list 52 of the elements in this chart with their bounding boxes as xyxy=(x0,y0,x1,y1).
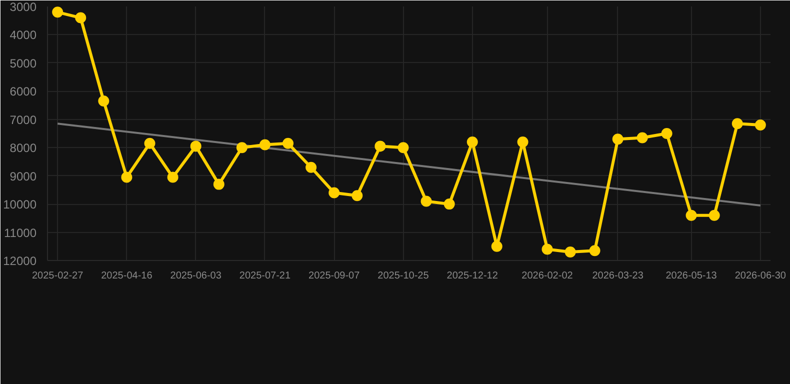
point xyxy=(75,12,86,24)
point xyxy=(282,138,294,149)
y-tick-label: 6000 xyxy=(10,84,37,99)
x-tick-label: 2025-07-21 xyxy=(239,270,291,282)
y-tick-label: 8000 xyxy=(10,141,37,156)
point xyxy=(190,140,202,152)
point xyxy=(754,120,766,131)
point xyxy=(589,245,600,256)
x-tick-label: 2026-06-30 xyxy=(734,270,786,282)
x-tick-label: 2025-02-27 xyxy=(32,270,84,282)
y-tick-label: 5000 xyxy=(10,56,37,70)
x-tick-label: 2026-02-02 xyxy=(522,270,574,282)
y-tick-label: 3000 xyxy=(10,0,37,14)
point xyxy=(491,240,502,252)
y-tick-label: 10000 xyxy=(3,198,37,212)
point xyxy=(636,132,648,144)
y-tick-label: 11000 xyxy=(4,226,37,240)
point xyxy=(661,128,672,139)
x-tick-label: 2025-10-25 xyxy=(378,270,430,282)
x-tick-label: 2025-12-12 xyxy=(446,270,498,282)
point xyxy=(398,142,409,154)
point xyxy=(52,6,64,18)
x-tick-label: 2026-03-23 xyxy=(592,270,644,282)
point xyxy=(236,142,248,154)
point xyxy=(167,172,178,183)
point xyxy=(542,244,553,255)
point xyxy=(328,187,340,198)
point xyxy=(144,138,156,149)
point xyxy=(213,178,224,190)
y-tick-label: 4000 xyxy=(10,28,37,42)
y-tick-label: 12000 xyxy=(3,254,37,268)
point xyxy=(306,162,317,173)
point xyxy=(444,198,455,210)
point xyxy=(420,196,432,207)
y-tick-label: 7000 xyxy=(10,112,37,127)
point xyxy=(732,118,743,130)
point xyxy=(259,139,270,150)
y-tick-label: 9000 xyxy=(10,169,37,184)
point xyxy=(466,136,478,148)
point xyxy=(352,190,363,202)
point xyxy=(564,246,576,258)
point xyxy=(121,172,132,183)
x-tick-label: 2026-05-13 xyxy=(666,270,718,282)
point xyxy=(708,210,720,221)
x-tick-label: 2025-09-07 xyxy=(308,270,360,282)
point xyxy=(686,210,697,221)
point xyxy=(98,96,110,107)
point xyxy=(374,140,386,152)
x-tick-label: 2025-06-03 xyxy=(170,270,222,282)
x-tick-label: 2025-04-16 xyxy=(101,270,153,282)
point xyxy=(517,136,528,148)
point xyxy=(612,134,624,145)
